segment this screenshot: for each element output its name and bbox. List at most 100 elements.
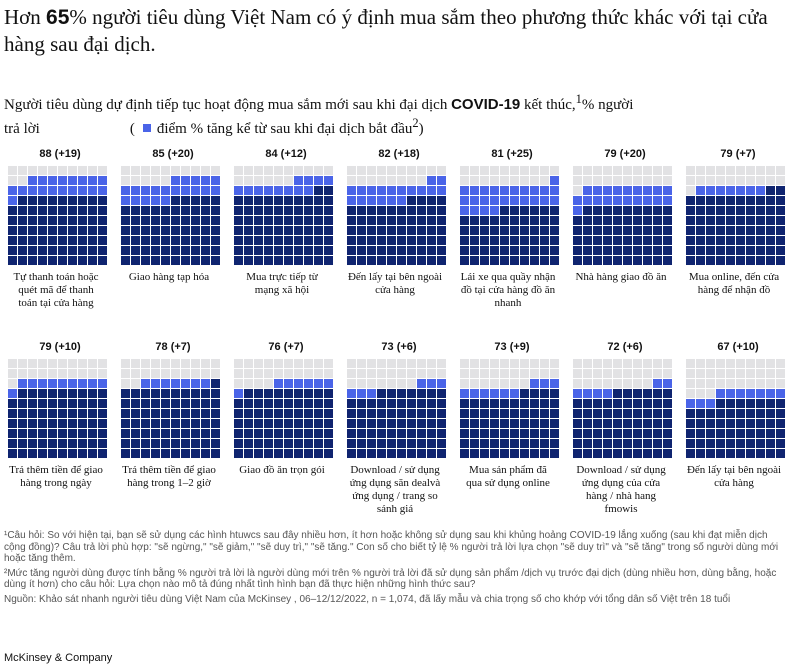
waffle-cell-existing	[480, 256, 489, 265]
waffle-cell-existing	[367, 439, 376, 448]
waffle-cell-existing	[686, 409, 695, 418]
waffle-cell-empty	[643, 176, 652, 185]
waffle-cell-existing	[304, 439, 313, 448]
waffle-cell-empty	[470, 369, 479, 378]
waffle-cell-existing	[746, 216, 755, 225]
waffle-cell-increase	[314, 379, 323, 388]
waffle-cell-existing	[294, 206, 303, 215]
waffle-cell-increase	[68, 379, 77, 388]
waffle-cell-existing	[593, 399, 602, 408]
waffle-cell-empty	[314, 166, 323, 175]
waffle-cell-existing	[756, 256, 765, 265]
waffle-cell-existing	[151, 216, 160, 225]
waffle-cell-increase	[28, 379, 37, 388]
waffle-cell-empty	[78, 359, 87, 368]
waffle-cell-increase	[686, 399, 695, 408]
waffle-cell-existing	[696, 409, 705, 418]
waffle-cell-existing	[776, 236, 785, 245]
waffle-cell-existing	[181, 226, 190, 235]
waffle-cell-empty	[663, 166, 672, 175]
waffle-cell-existing	[573, 236, 582, 245]
waffle-cell-existing	[593, 429, 602, 438]
waffle-cell-existing	[766, 216, 775, 225]
waffle-cell-existing	[304, 409, 313, 418]
chart-subtitle: Người tiêu dùng dự định tiếp tục hoạt độ…	[4, 90, 774, 138]
waffle-cell-empty	[530, 176, 539, 185]
waffle-cell-increase	[131, 186, 140, 195]
waffle-cell-existing	[736, 429, 745, 438]
waffle-cell-existing	[480, 449, 489, 458]
waffle-cell-existing	[294, 236, 303, 245]
value-label: 73 (+6)	[381, 341, 417, 353]
waffle-cell-existing	[141, 409, 150, 418]
waffle-cell-existing	[510, 216, 519, 225]
waffle-cell-existing	[314, 186, 323, 195]
waffle-cell-empty	[28, 166, 37, 175]
waffle-cell-existing	[776, 216, 785, 225]
waffle-cell-existing	[653, 429, 662, 438]
waffle-cell-existing	[211, 429, 220, 438]
waffle-cell-empty	[191, 166, 200, 175]
waffle-cell-increase	[736, 389, 745, 398]
waffle-cell-existing	[68, 409, 77, 418]
waffle-cell-empty	[234, 379, 243, 388]
waffle-cell-existing	[304, 236, 313, 245]
waffle-cell-existing	[234, 449, 243, 458]
waffle-cell-existing	[131, 236, 140, 245]
waffle-cell-existing	[161, 206, 170, 215]
category-label: Mua trực tiếp từ mạng xã hội	[246, 271, 318, 296]
waffle-cell-empty	[663, 359, 672, 368]
waffle-cell-existing	[78, 389, 87, 398]
waffle-cell-existing	[387, 409, 396, 418]
waffle-cell-existing	[397, 226, 406, 235]
waffle-cell-existing	[68, 256, 77, 265]
waffle-cell-empty	[766, 176, 775, 185]
waffle-cell-existing	[427, 419, 436, 428]
waffle-cell-existing	[480, 429, 489, 438]
waffle-cell-existing	[8, 399, 17, 408]
waffle-cell-increase	[88, 186, 97, 195]
waffle-cell-existing	[716, 439, 725, 448]
waffle-cell-increase	[470, 196, 479, 205]
waffle-cell-empty	[583, 166, 592, 175]
waffle-cell-existing	[583, 216, 592, 225]
waffle-cell-existing	[686, 439, 695, 448]
waffle-cell-empty	[573, 359, 582, 368]
waffle-cell-existing	[58, 246, 67, 255]
waffle-cell-existing	[470, 439, 479, 448]
waffle-cell-existing	[377, 449, 386, 458]
waffle-cell-empty	[274, 359, 283, 368]
waffle-cell-existing	[131, 226, 140, 235]
waffle-cell-existing	[264, 206, 273, 215]
waffle-cell-existing	[746, 226, 755, 235]
waffle-cell-existing	[427, 246, 436, 255]
waffle-cell-existing	[357, 409, 366, 418]
waffle-cell-existing	[357, 439, 366, 448]
waffle-cell-existing	[686, 429, 695, 438]
waffle-cell-existing	[583, 429, 592, 438]
value-label: 76 (+7)	[268, 341, 304, 353]
waffle-cell-existing	[347, 429, 356, 438]
footnote-1: ¹Câu hỏi: So với hiện tại, bạn sẽ sử dụn…	[4, 530, 779, 564]
waffle-cell-existing	[58, 226, 67, 235]
waffle-cell-existing	[663, 246, 672, 255]
waffle-cell-existing	[294, 216, 303, 225]
waffle-cell-empty	[573, 176, 582, 185]
waffle-cell-existing	[244, 389, 253, 398]
waffle-cell-empty	[736, 369, 745, 378]
waffle-cell-empty	[736, 166, 745, 175]
waffle-cell-existing	[28, 399, 37, 408]
waffle-cell-existing	[314, 236, 323, 245]
waffle-cell-increase	[201, 186, 210, 195]
waffle-cell-increase	[500, 196, 509, 205]
waffle-cell-existing	[161, 256, 170, 265]
waffle-cell-existing	[663, 389, 672, 398]
waffle-cell-existing	[131, 439, 140, 448]
waffle-cell-increase	[377, 196, 386, 205]
waffle-cell-increase	[530, 196, 539, 205]
waffle-cell-existing	[377, 429, 386, 438]
waffle-cell-existing	[613, 256, 622, 265]
waffle-cell-existing	[643, 389, 652, 398]
waffle-cell-existing	[314, 399, 323, 408]
waffle-cell-existing	[68, 216, 77, 225]
